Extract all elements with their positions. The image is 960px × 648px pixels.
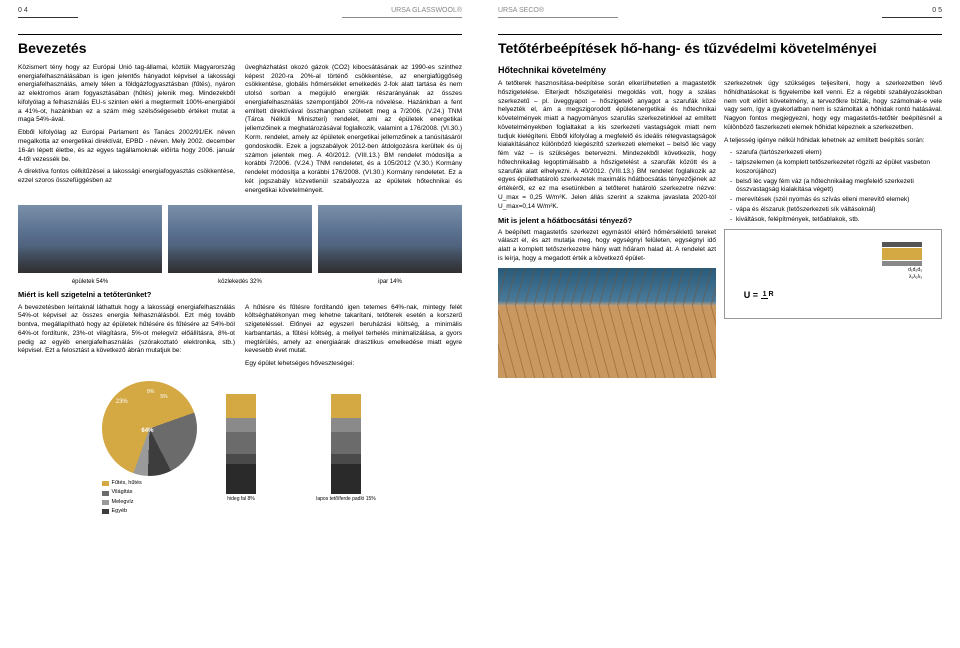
brand-top-left: URSA SECO® xyxy=(498,6,618,18)
pie-wrapper: 64% 23% 8% 5% Fűtés, hűtés Világítás Meleg… xyxy=(102,381,197,516)
right-h3a: Mit is jelent a hőátbocsátási tényező? xyxy=(498,216,716,226)
right-title: Tetőtérbeépítések hő-hang- és tűzvédelmi… xyxy=(498,34,942,58)
list-item: merevítések (szél nyomás és szívás ellen… xyxy=(730,196,942,205)
formula-l-labels: λ₁λ₂λ₃ xyxy=(882,274,922,281)
brand-top-right: URSA GLASSWOOL® xyxy=(342,6,462,18)
formula-bot: R xyxy=(768,291,773,298)
left-p4: üvegházhatást okozó gázok (CO2) kibocsát… xyxy=(245,64,462,195)
left-p5: A bevezetésben leírtaknál láthattuk hogy… xyxy=(18,304,235,357)
bar-label-left: hideg fal 8% xyxy=(209,496,274,503)
bar-chart-right xyxy=(314,399,379,494)
photo-label-3: ipar 14% xyxy=(318,278,462,286)
pie-pct-64: 64% xyxy=(141,427,153,435)
right-list: szarufa (tartószerkezeti elem)talpszelem… xyxy=(724,149,942,224)
list-item: kiváltások, felépítmények, tetőablakok, … xyxy=(730,216,942,225)
legend-item: Egyéb xyxy=(102,508,197,515)
page-left: 0 4 URSA GLASSWOOL® Bevezetés Közismert … xyxy=(0,0,480,648)
pie-pct-23: 23% xyxy=(116,398,128,406)
right-h2: Hőtechnikai követelmény xyxy=(498,64,942,76)
formula-equation: U = 1R xyxy=(744,289,774,301)
photo-industry xyxy=(318,205,462,273)
left-p1: Közismert tény hogy az Európai Unió tag-… xyxy=(18,64,235,125)
pie-pct-5: 5% xyxy=(160,394,167,401)
right-p4: A teljesség igénye nélkül hőhidak lehetn… xyxy=(724,137,942,146)
left-p2: Ebből kifolyólag az Európai Parlament és… xyxy=(18,129,235,164)
list-item: belső léc vagy fém váz (a hőtechnikailag… xyxy=(730,178,942,196)
left-intro-columns: Közismert tény hogy az Európai Unió tag-… xyxy=(18,64,462,199)
photo-label-2: közlekedés 32% xyxy=(168,278,312,286)
roof-illustration xyxy=(498,268,716,378)
bar-label-right: lapos tető/ferde padló 15% xyxy=(314,496,379,503)
right-p2: A beépített magastetős szerkezet egymást… xyxy=(498,229,716,264)
legend-item: Világítás xyxy=(102,489,197,496)
list-item: szarufa (tartószerkezeti elem) xyxy=(730,149,942,158)
photo-label-1: épületek 54% xyxy=(18,278,162,286)
list-item: vápa és élszaruk (tetőszerkezeti sík vál… xyxy=(730,206,942,215)
left-p3: A direktíva fontos célkitűzései a lakoss… xyxy=(18,168,235,186)
charts-section: 64% 23% 8% 5% Fűtés, hűtés Világítás Meleg… xyxy=(18,381,462,516)
bar-charts: hideg fal 8% lapos tető/ferde padló 15% xyxy=(209,399,379,503)
formula-d-labels: d₁d₂d₃ xyxy=(882,267,922,274)
left-q1: Miért is kell szigetelni a tetőterünket? xyxy=(18,290,462,300)
pie-chart: 64% 23% 8% 5% xyxy=(102,381,197,476)
left-p6: A hűtésre és fűtésre fordítandó igen tet… xyxy=(245,304,462,357)
right-p1: A tetőterek hasznosítása-beépítése során… xyxy=(498,80,716,211)
bar-chart-left xyxy=(209,399,274,494)
legend-item: Melegvíz xyxy=(102,499,197,506)
photo-row xyxy=(18,205,462,273)
photo-transport xyxy=(168,205,312,273)
photo-labels: épületek 54% közlekedés 32% ipar 14% xyxy=(18,276,462,286)
left-p7: Egy épület lehetséges hőveszteségei: xyxy=(245,360,462,369)
right-p3: szerkezetnek úgy szükséges teljesíteni, … xyxy=(724,80,942,133)
legend-item: Fűtés, hűtés xyxy=(102,480,197,487)
page-number-left: 0 4 xyxy=(18,6,78,18)
formula-box: d₁d₂d₃ λ₁λ₂λ₃ U = 1R xyxy=(724,229,942,319)
photo-buildings xyxy=(18,205,162,273)
left-title: Bevezetés xyxy=(18,34,462,58)
pie-pct-8: 8% xyxy=(147,389,154,396)
list-item: talpszelemen (a komplett tetőszerkezetet… xyxy=(730,159,942,177)
pie-legend: Fűtés, hűtés Világítás Melegvíz Egyéb xyxy=(102,480,197,516)
formula-layers: d₁d₂d₃ λ₁λ₂λ₃ xyxy=(882,242,922,281)
formula-u: U = xyxy=(744,290,758,300)
page-right: URSA SECO® 0 5 Tetőtérbeépítések hő-hang… xyxy=(480,0,960,648)
page-number-right: 0 5 xyxy=(882,6,942,18)
